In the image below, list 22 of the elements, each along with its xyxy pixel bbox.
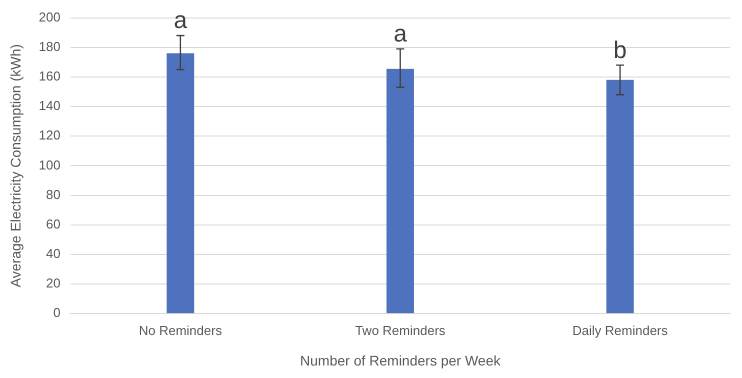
y-tick-label: 200 <box>38 9 60 24</box>
bar <box>606 80 634 314</box>
y-tick-label: 120 <box>38 128 60 143</box>
y-tick-label: 80 <box>46 186 60 202</box>
annotation: a <box>394 20 408 48</box>
x-axis-title: Number of Reminders per Week <box>300 352 502 368</box>
y-tick-label: 180 <box>38 38 60 54</box>
bar <box>166 53 194 314</box>
y-tick-label: 140 <box>38 98 60 114</box>
y-tick-label: 160 <box>38 68 60 84</box>
y-tick-label: 0 <box>53 305 60 320</box>
y-tick-label: 40 <box>46 246 60 262</box>
annotation: a <box>174 7 188 34</box>
x-tick-label: Daily Reminders <box>572 322 668 338</box>
y-tick-label: 60 <box>46 216 60 232</box>
y-axis-title: Average Electricity Consumption (kWh) <box>7 44 24 288</box>
x-tick-label: Two Reminders <box>355 322 446 338</box>
x-tick-label: No Reminders <box>138 322 222 338</box>
annotation: b <box>613 36 627 64</box>
y-tick-label: 100 <box>38 157 60 172</box>
y-tick-label: 20 <box>46 276 60 291</box>
bar <box>386 68 414 314</box>
